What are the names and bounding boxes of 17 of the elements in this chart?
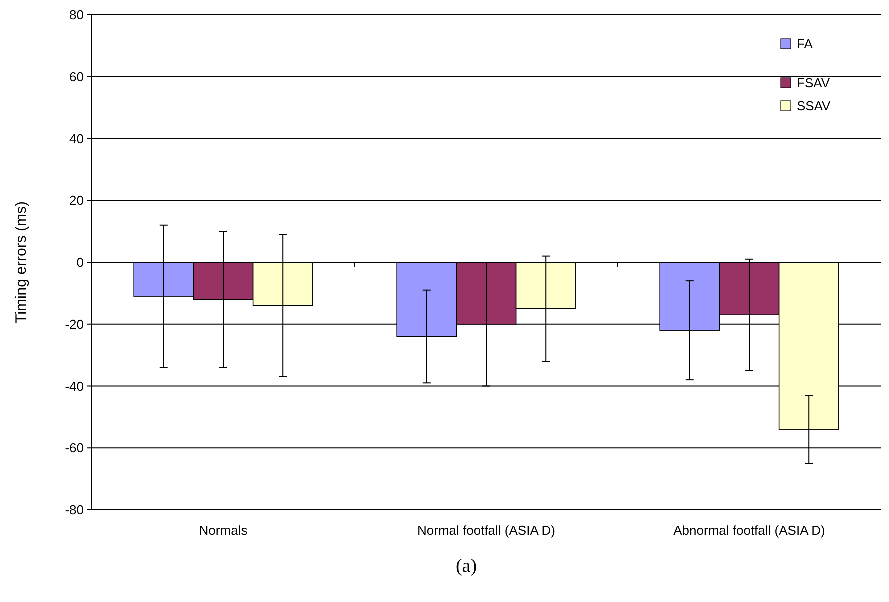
legend-label: FA	[797, 36, 814, 52]
y-axis-title: Timing errors (ms)	[13, 202, 30, 324]
y-tick-label: 80	[70, 8, 84, 23]
y-tick-label: 60	[70, 69, 84, 84]
x-tick-label: Normal footfall (ASIA D)	[418, 523, 556, 538]
x-tick-label: Abnormal footfall (ASIA D)	[674, 523, 826, 538]
y-tick-label: 0	[76, 255, 84, 270]
y-tick-label: 20	[70, 193, 84, 208]
y-tick-label: 40	[70, 131, 84, 146]
legend-label: SSAV	[797, 98, 832, 114]
y-tick-label: -60	[65, 440, 84, 456]
legend-label: FSAV	[797, 76, 830, 91]
y-tick-label: -20	[65, 316, 84, 332]
y-tick-label: -40	[65, 378, 84, 394]
x-tick-label: Normals	[199, 523, 248, 538]
text: (a)	[456, 556, 478, 577]
y-tick-label: -80	[65, 502, 84, 518]
